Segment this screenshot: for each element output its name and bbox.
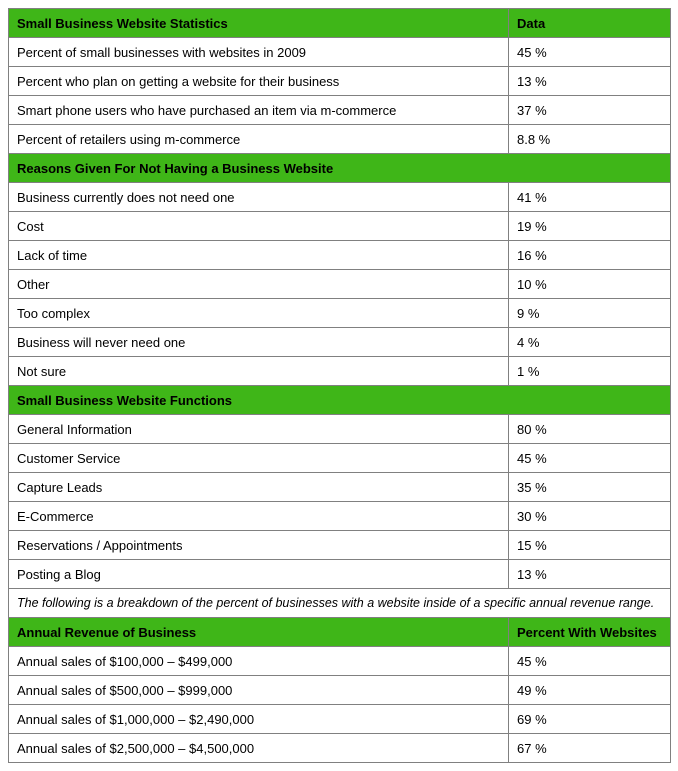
cell-value: 67 % bbox=[509, 734, 671, 763]
cell-label: General Information bbox=[9, 415, 509, 444]
header-value: Percent With Websites bbox=[509, 618, 671, 647]
cell-value: 45 % bbox=[509, 444, 671, 473]
table-row: Annual sales of $1,000,000 – $2,490,000 … bbox=[9, 705, 671, 734]
cell-label: Too complex bbox=[9, 299, 509, 328]
table-row: Percent who plan on getting a website fo… bbox=[9, 67, 671, 96]
cell-label: Smart phone users who have purchased an … bbox=[9, 96, 509, 125]
table-row: Percent of retailers using m-commerce 8.… bbox=[9, 125, 671, 154]
cell-value: 19 % bbox=[509, 212, 671, 241]
header-label: Small Business Website Statistics bbox=[9, 9, 509, 38]
cell-value: 45 % bbox=[509, 647, 671, 676]
table-row: Business will never need one 4 % bbox=[9, 328, 671, 357]
cell-label: Other bbox=[9, 270, 509, 299]
cell-value: 69 % bbox=[509, 705, 671, 734]
cell-label: Cost bbox=[9, 212, 509, 241]
cell-label: Customer Service bbox=[9, 444, 509, 473]
cell-value: 45 % bbox=[509, 38, 671, 67]
table-row: Percent of small businesses with website… bbox=[9, 38, 671, 67]
table-row: Lack of time 16 % bbox=[9, 241, 671, 270]
cell-label: Annual sales of $1,000,000 – $2,490,000 bbox=[9, 705, 509, 734]
table-row: General Information 80 % bbox=[9, 415, 671, 444]
cell-value: 13 % bbox=[509, 560, 671, 589]
table-body: Small Business Website Statistics Data P… bbox=[9, 9, 671, 763]
table-row: Posting a Blog 13 % bbox=[9, 560, 671, 589]
cell-label: Annual sales of $100,000 – $499,000 bbox=[9, 647, 509, 676]
cell-value: 1 % bbox=[509, 357, 671, 386]
cell-label: Capture Leads bbox=[9, 473, 509, 502]
cell-label: Business will never need one bbox=[9, 328, 509, 357]
section-header-stats: Small Business Website Statistics Data bbox=[9, 9, 671, 38]
cell-label: Lack of time bbox=[9, 241, 509, 270]
cell-value: 37 % bbox=[509, 96, 671, 125]
cell-label: Percent of small businesses with website… bbox=[9, 38, 509, 67]
cell-value: 10 % bbox=[509, 270, 671, 299]
header-label: Small Business Website Functions bbox=[9, 386, 671, 415]
table-row: Reservations / Appointments 15 % bbox=[9, 531, 671, 560]
cell-value: 80 % bbox=[509, 415, 671, 444]
cell-value: 13 % bbox=[509, 67, 671, 96]
section-header-reasons: Reasons Given For Not Having a Business … bbox=[9, 154, 671, 183]
table-row: Annual sales of $500,000 – $999,000 49 % bbox=[9, 676, 671, 705]
cell-label: Annual sales of $2,500,000 – $4,500,000 bbox=[9, 734, 509, 763]
cell-value: 35 % bbox=[509, 473, 671, 502]
table-row: Smart phone users who have purchased an … bbox=[9, 96, 671, 125]
cell-value: 4 % bbox=[509, 328, 671, 357]
cell-value: 9 % bbox=[509, 299, 671, 328]
cell-value: 30 % bbox=[509, 502, 671, 531]
section-header-revenue: Annual Revenue of Business Percent With … bbox=[9, 618, 671, 647]
cell-label: Percent who plan on getting a website fo… bbox=[9, 67, 509, 96]
table-row: Customer Service 45 % bbox=[9, 444, 671, 473]
cell-value: 15 % bbox=[509, 531, 671, 560]
table-row: Cost 19 % bbox=[9, 212, 671, 241]
cell-value: 41 % bbox=[509, 183, 671, 212]
table-row: Annual sales of $2,500,000 – $4,500,000 … bbox=[9, 734, 671, 763]
section-header-functions: Small Business Website Functions bbox=[9, 386, 671, 415]
cell-value: 8.8 % bbox=[509, 125, 671, 154]
cell-label: Percent of retailers using m-commerce bbox=[9, 125, 509, 154]
table-row: Annual sales of $100,000 – $499,000 45 % bbox=[9, 647, 671, 676]
table-row: Too complex 9 % bbox=[9, 299, 671, 328]
cell-label: Reservations / Appointments bbox=[9, 531, 509, 560]
cell-label: Posting a Blog bbox=[9, 560, 509, 589]
table-row: Not sure 1 % bbox=[9, 357, 671, 386]
table-row: Business currently does not need one 41 … bbox=[9, 183, 671, 212]
statistics-table: Small Business Website Statistics Data P… bbox=[8, 8, 671, 763]
cell-label: Not sure bbox=[9, 357, 509, 386]
cell-label: E-Commerce bbox=[9, 502, 509, 531]
cell-label: Annual sales of $500,000 – $999,000 bbox=[9, 676, 509, 705]
cell-value: 49 % bbox=[509, 676, 671, 705]
header-label: Annual Revenue of Business bbox=[9, 618, 509, 647]
header-label: Reasons Given For Not Having a Business … bbox=[9, 154, 671, 183]
note-row: The following is a breakdown of the perc… bbox=[9, 589, 671, 618]
cell-label: Business currently does not need one bbox=[9, 183, 509, 212]
cell-value: 16 % bbox=[509, 241, 671, 270]
table-row: E-Commerce 30 % bbox=[9, 502, 671, 531]
note-text: The following is a breakdown of the perc… bbox=[9, 589, 671, 618]
table-row: Other 10 % bbox=[9, 270, 671, 299]
table-row: Capture Leads 35 % bbox=[9, 473, 671, 502]
header-value: Data bbox=[509, 9, 671, 38]
